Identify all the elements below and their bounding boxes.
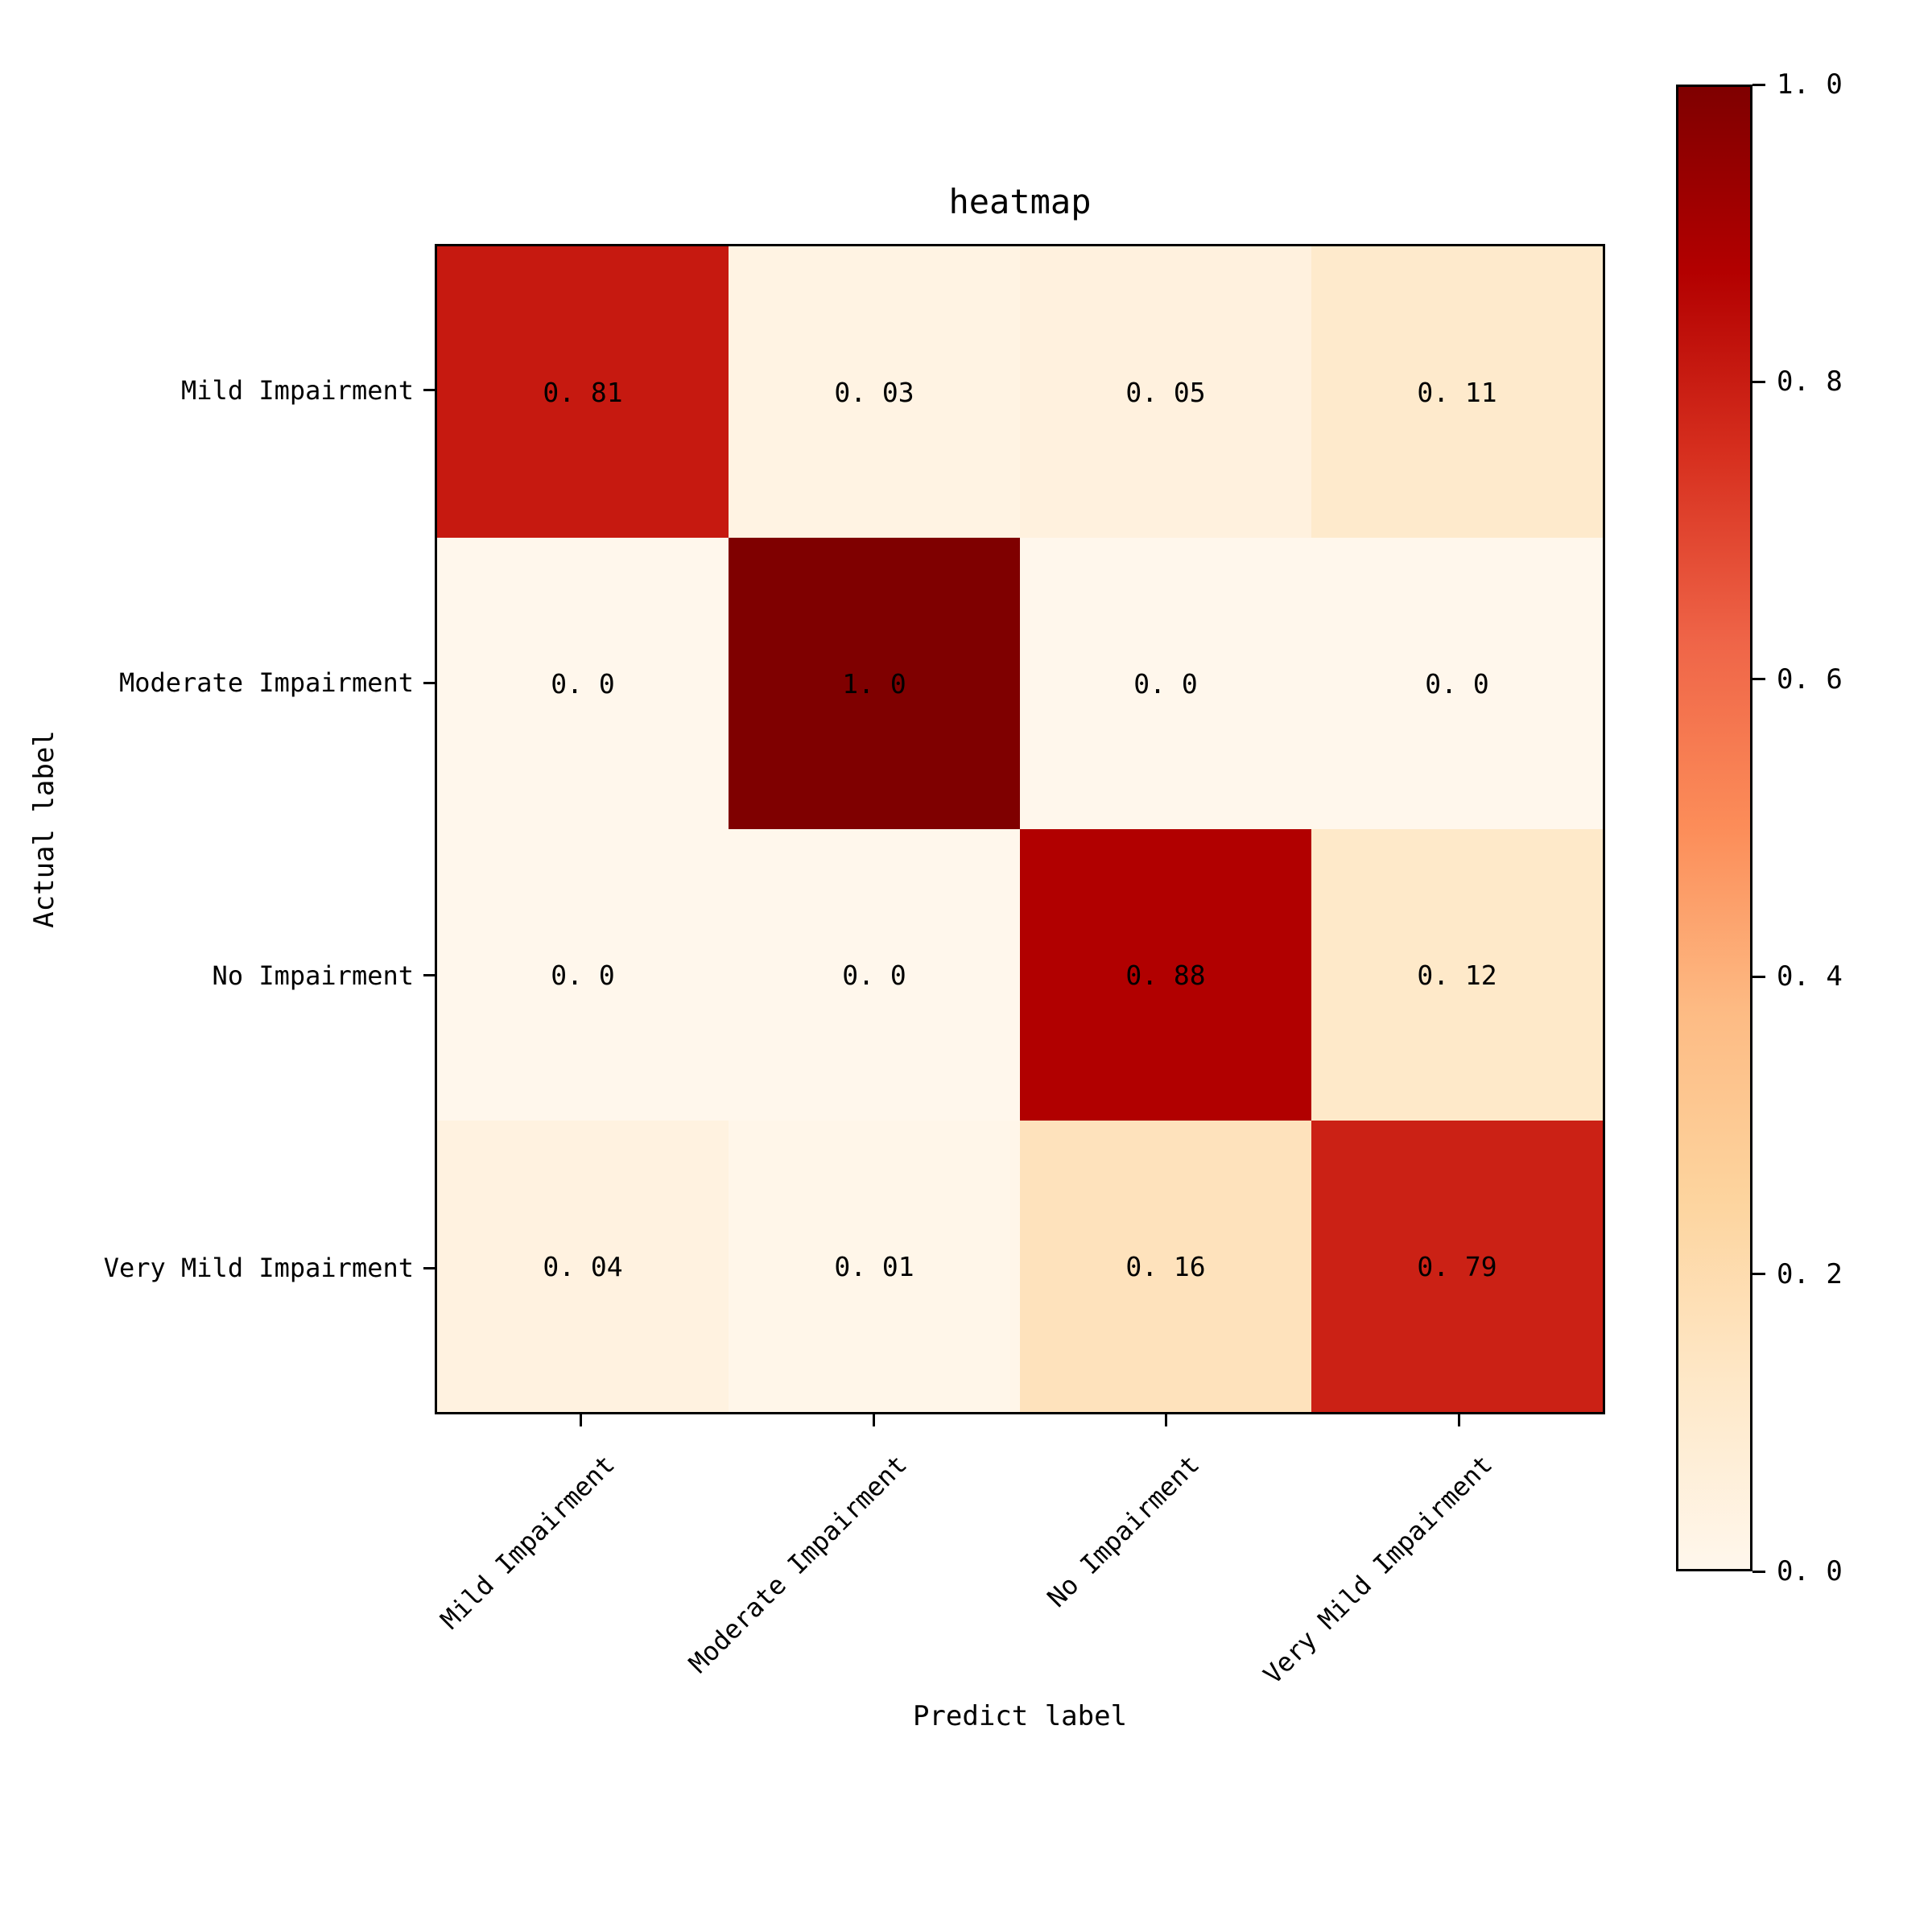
cell-value-label: 0. 0	[842, 959, 906, 991]
colorbar-tick-mark	[1752, 678, 1765, 681]
heatmap-cell-3-2: 0. 16	[1020, 1121, 1311, 1412]
heatmap-cell-2-2: 0. 88	[1020, 829, 1311, 1121]
x-axis-label: Predict label	[912, 1700, 1128, 1732]
heatmap-cell-1-3: 0. 0	[1311, 538, 1603, 829]
colorbar-tick-label-3: 0. 4	[1777, 960, 1843, 993]
y-tick-label-2: No Impairment	[212, 960, 414, 991]
colorbar-tick-label-1: 0. 8	[1777, 365, 1843, 398]
colorbar-tick-mark	[1752, 1273, 1765, 1276]
heatmap-cell-2-0: 0. 0	[437, 829, 729, 1121]
colorbar-tick-mark	[1752, 380, 1765, 383]
colorbar-tick-mark	[1752, 975, 1765, 978]
cell-value-label: 0. 0	[551, 667, 615, 700]
x-tick-label-2: No Impairment	[1041, 1449, 1206, 1613]
y-tick-mark	[423, 1266, 435, 1269]
cell-value-label: 0. 88	[1125, 959, 1206, 991]
cell-value-label: 0. 04	[543, 1250, 623, 1282]
colorbar-tick-mark	[1752, 83, 1765, 86]
colorbar-tick-label-0: 1. 0	[1777, 68, 1843, 101]
cell-value-label: 0. 12	[1417, 959, 1497, 991]
cell-value-label: 0. 0	[551, 959, 615, 991]
cell-value-label: 0. 11	[1417, 376, 1497, 408]
chart-title: heatmap	[948, 182, 1092, 221]
x-tick-mark	[872, 1414, 875, 1426]
heatmap-cell-1-2: 0. 0	[1020, 538, 1311, 829]
heatmap-cell-3-1: 0. 01	[729, 1121, 1020, 1412]
y-axis-label: Actual label	[28, 730, 60, 928]
x-tick-label-1: Moderate Impairment	[683, 1449, 914, 1679]
x-tick-label-3: Very Mild Impairment	[1257, 1449, 1499, 1690]
colorbar-tick-mark	[1752, 1570, 1765, 1573]
x-tick-label-0: Mild Impairment	[434, 1449, 621, 1636]
y-tick-mark	[423, 389, 435, 392]
colorbar-tick-label-2: 0. 6	[1777, 663, 1843, 696]
cell-value-label: 0. 0	[1425, 667, 1489, 700]
heatmap-cell-0-1: 0. 03	[729, 246, 1020, 538]
cell-value-label: 1. 0	[842, 667, 906, 700]
y-tick-label-1: Moderate Impairment	[118, 667, 414, 699]
cell-value-label: 0. 81	[543, 376, 623, 408]
y-tick-mark	[423, 681, 435, 684]
x-tick-mark	[1165, 1414, 1168, 1426]
y-tick-label-0: Mild Impairment	[181, 374, 414, 406]
y-tick-mark	[423, 974, 435, 977]
cell-value-label: 0. 16	[1125, 1250, 1206, 1282]
y-tick-label-3: Very Mild Impairment	[103, 1253, 414, 1284]
heatmap-cell-2-1: 0. 0	[729, 829, 1020, 1121]
cell-value-label: 0. 79	[1417, 1250, 1497, 1282]
cell-value-label: 0. 03	[834, 376, 914, 408]
x-tick-mark	[580, 1414, 583, 1426]
heatmap-cell-1-0: 0. 0	[437, 538, 729, 829]
heatmap-cell-0-0: 0. 81	[437, 246, 729, 538]
heatmap-cell-0-2: 0. 05	[1020, 246, 1311, 538]
colorbar	[1676, 85, 1752, 1571]
heatmap-cell-2-3: 0. 12	[1311, 829, 1603, 1121]
heatmap-cell-3-3: 0. 79	[1311, 1121, 1603, 1412]
cell-value-label: 0. 01	[834, 1250, 914, 1282]
heatmap-cell-3-0: 0. 04	[437, 1121, 729, 1412]
heatmap-cell-1-1: 1. 0	[729, 538, 1020, 829]
heatmap-cell-0-3: 0. 11	[1311, 246, 1603, 538]
heatmap-grid: 0. 81 0. 03 0. 05 0. 11 0. 0 1. 0 0. 0 0. 0 0. 0…	[437, 246, 1603, 1412]
colorbar-tick-label-4: 0. 2	[1777, 1257, 1843, 1290]
cell-value-label: 0. 05	[1125, 376, 1206, 408]
x-tick-mark	[1457, 1414, 1460, 1426]
colorbar-tick-label-5: 0. 0	[1777, 1555, 1843, 1587]
cell-value-label: 0. 0	[1133, 667, 1198, 700]
heatmap-plot-area: 0. 81 0. 03 0. 05 0. 11 0. 0 1. 0 0. 0 0. 0 0. 0…	[435, 244, 1605, 1414]
